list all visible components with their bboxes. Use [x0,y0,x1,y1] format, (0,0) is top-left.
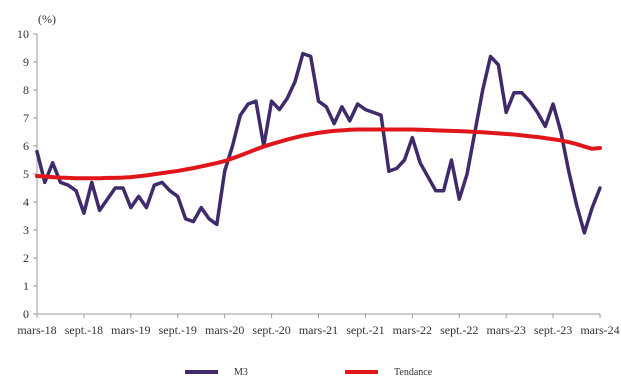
x-tick-label: mars-23 [487,323,526,337]
y-tick-label: 8 [23,83,29,97]
y-tick-label: 6 [23,139,29,153]
x-tick-label: mars-22 [393,323,432,337]
x-tick-label: sept.-23 [534,323,572,337]
x-tick-label: sept.-20 [252,323,290,337]
y-tick-label: 7 [23,111,29,125]
x-axis: mars-18 sept.-18 mars-19 sept.-19 mars-20 sep… [17,314,620,337]
x-tick-label: sept.-18 [65,323,103,337]
y-tick-label: 1 [23,279,29,293]
y-tick-label: 4 [23,195,29,209]
x-tick-label: mars-21 [299,323,338,337]
legend-label-tendance: Tendance [394,367,433,378]
legend-label-m3: M3 [234,367,248,378]
series-line-tendance [35,127,602,181]
y-tick-label: 2 [23,251,29,265]
y-tick-label: 5 [23,167,29,181]
x-tick-label: mars-18 [17,323,56,337]
legend: M3 Tendance [185,367,433,378]
y-tick-label: 9 [23,55,29,69]
x-tick-label: sept.-22 [440,323,478,337]
series-line-m3 [35,51,602,235]
y-tick-label: 3 [23,223,29,237]
y-axis-unit-label: (%) [38,12,56,26]
x-tick-label: mars-24 [580,323,619,337]
x-tick-label: mars-20 [205,323,244,337]
y-axis: 0 1 2 3 4 5 6 7 8 9 10 [17,27,37,321]
series-lines [35,51,602,235]
x-tick-label: mars-19 [111,323,150,337]
y-tick-label: 0 [23,307,29,321]
x-tick-label: sept.-19 [159,323,197,337]
y-tick-label: 10 [17,27,29,41]
x-tick-label: sept.-21 [346,323,384,337]
